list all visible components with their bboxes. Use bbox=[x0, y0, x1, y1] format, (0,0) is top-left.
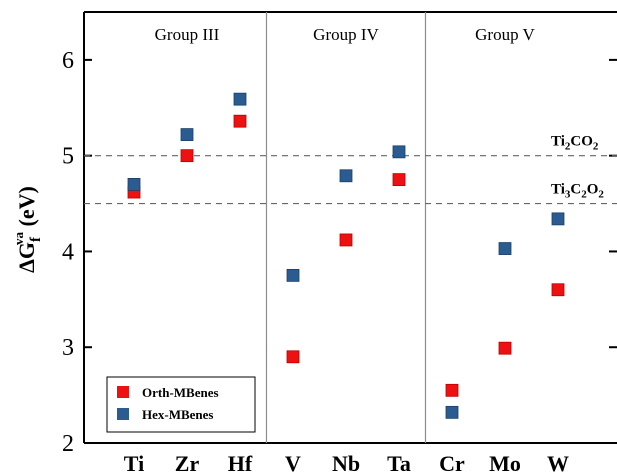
y-axis-title: ΔGfva (eV) bbox=[11, 186, 44, 273]
x-tick-label: V bbox=[285, 451, 301, 474]
hex-mbene-point bbox=[392, 145, 406, 159]
x-tick-label: Zr bbox=[175, 451, 200, 474]
hex-mbene-point bbox=[127, 177, 141, 191]
group-label: Group IV bbox=[313, 25, 379, 44]
y-tick-label: 4 bbox=[62, 239, 74, 265]
hex-mbene-point bbox=[498, 242, 512, 255]
y-tick-label: 3 bbox=[62, 335, 74, 361]
reference-line-label: Ti3C2O2 bbox=[551, 182, 604, 201]
x-tick-label: Cr bbox=[439, 451, 465, 474]
legend-label: Orth-MBenes bbox=[142, 385, 219, 400]
legend-box bbox=[106, 376, 256, 433]
hex-mbene-point bbox=[180, 128, 194, 141]
x-tick-label: Nb bbox=[332, 451, 360, 474]
orth-mbene-point bbox=[180, 149, 194, 163]
orth-mbene-point bbox=[233, 114, 247, 128]
hex-mbene-point bbox=[339, 169, 353, 183]
y-tick-label: 2 bbox=[62, 431, 74, 457]
x-tick-label: W bbox=[547, 451, 569, 474]
group-label: Group V bbox=[475, 25, 535, 44]
x-tick-label: Ta bbox=[387, 451, 411, 474]
orth-mbene-point bbox=[445, 383, 459, 397]
hex-mbene-point bbox=[551, 212, 565, 226]
x-tick-label: Mo bbox=[489, 451, 521, 474]
orth-mbene-point bbox=[551, 283, 565, 297]
legend: Orth-MBenes Hex-MBenes bbox=[106, 376, 256, 433]
hex-mbene-point bbox=[445, 405, 459, 419]
reference-line-label: Ti2CO2 bbox=[551, 134, 599, 153]
orth-mbene-point bbox=[498, 341, 512, 355]
legend-label: Hex-MBenes bbox=[142, 407, 213, 422]
y-tick-label: 6 bbox=[62, 48, 74, 74]
legend-marker bbox=[117, 386, 129, 398]
orth-mbene-point bbox=[392, 173, 406, 187]
x-tick-label: Ti bbox=[124, 451, 144, 474]
y-tick-label: 5 bbox=[62, 144, 74, 170]
orth-mbene-point bbox=[286, 350, 300, 364]
group-label: Group III bbox=[155, 25, 220, 44]
hex-mbene-point bbox=[233, 92, 247, 106]
x-tick-label: Hf bbox=[228, 451, 253, 474]
legend-marker bbox=[117, 408, 129, 420]
orth-mbene-point bbox=[339, 233, 353, 247]
hex-mbene-point bbox=[286, 268, 300, 282]
